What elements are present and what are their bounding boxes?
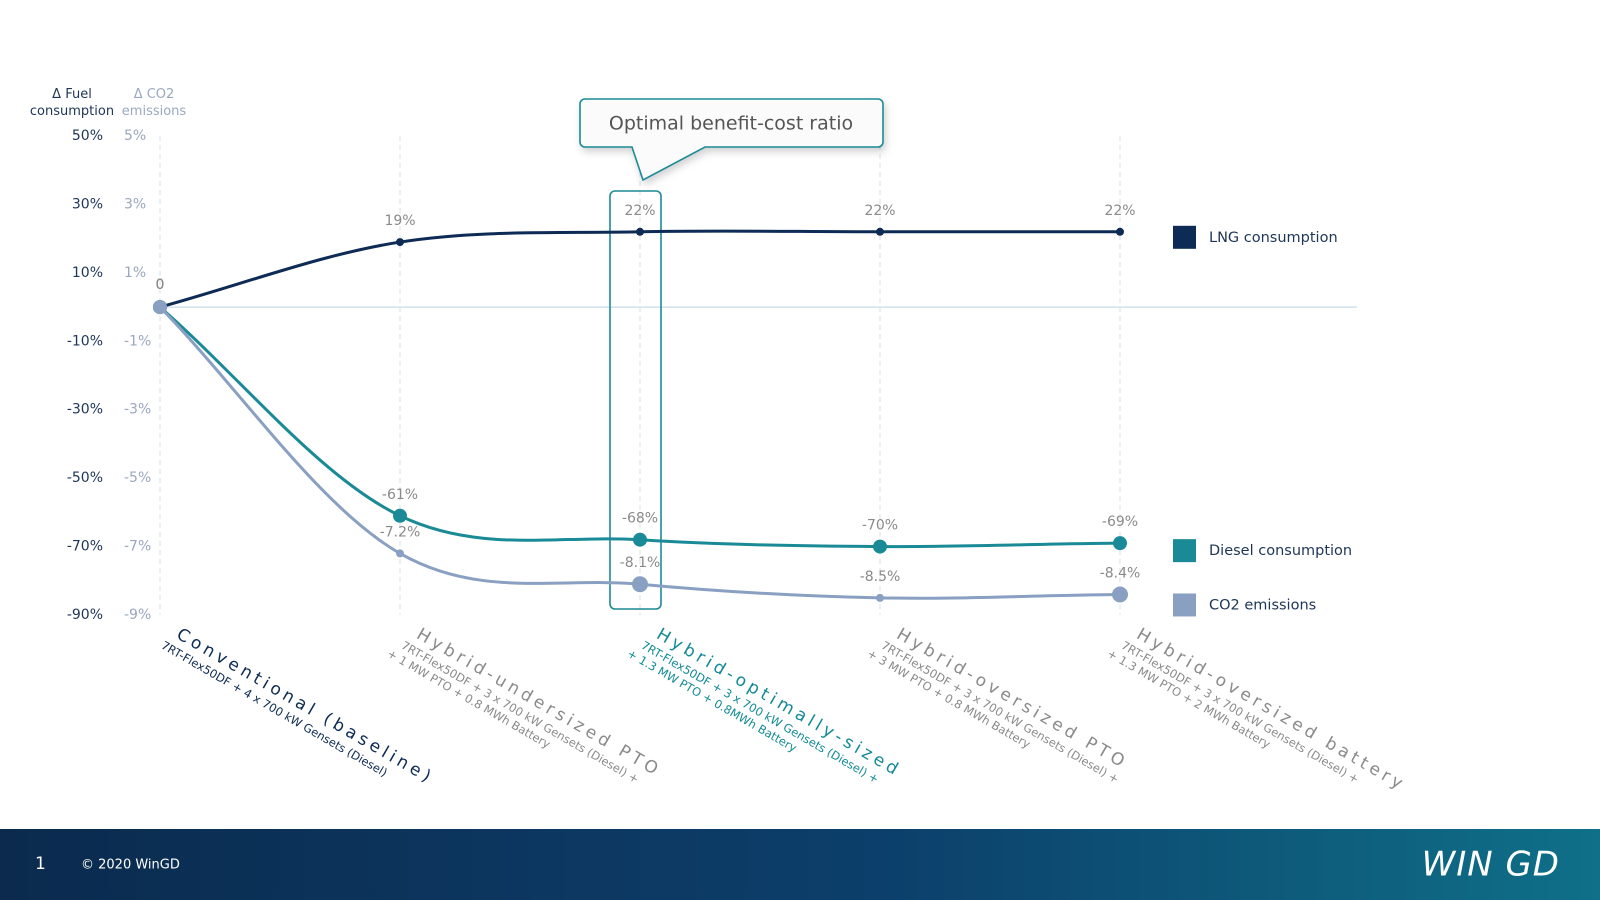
data-point xyxy=(876,227,884,236)
data-point xyxy=(396,238,404,247)
category-name: Hybrid-undersized PTO xyxy=(413,624,665,781)
data-point xyxy=(636,227,644,236)
y2-tick-label: -7% xyxy=(124,539,151,555)
y-tick-label: -10% xyxy=(67,333,103,349)
y-tick-label: -70% xyxy=(67,539,103,555)
data-label: -61% xyxy=(382,487,418,503)
data-point xyxy=(393,508,407,523)
legend-label: LNG consumption xyxy=(1209,230,1338,246)
logo: WIN GD xyxy=(1422,845,1560,885)
data-label: 22% xyxy=(864,203,895,219)
category-detail: 7RT-Flex50DF + 3 x 700 kW Gensets (Diese… xyxy=(399,638,642,786)
legend-swatch xyxy=(1173,225,1196,249)
data-label: -8.5% xyxy=(860,569,901,585)
category-detail: 7RT-Flex50DF + 3 x 700 kW Gensets (Diese… xyxy=(1119,638,1362,786)
data-point xyxy=(1116,227,1124,236)
data-point xyxy=(873,539,887,554)
data-point xyxy=(876,593,884,602)
data-label: 19% xyxy=(384,213,415,229)
data-point xyxy=(633,532,647,547)
category-detail: 7RT-Flex50DF + 3 x 700 kW Gensets (Diese… xyxy=(879,638,1122,786)
data-point xyxy=(1112,586,1128,603)
data-label: -68% xyxy=(622,511,658,527)
y2-tick-label: -5% xyxy=(124,470,151,486)
footer-bar xyxy=(0,829,1600,900)
y-tick-label: -30% xyxy=(67,402,103,418)
category-detail: 7RT-Flex50DF + 4 x 700 kW Gensets (Diese… xyxy=(159,638,390,779)
legend-swatch xyxy=(1173,539,1196,563)
data-label: -70% xyxy=(862,518,898,534)
category-detail: 7RT-Flex50DF + 3 x 700 kW Gensets (Diese… xyxy=(639,638,882,786)
category-name: Hybrid-oversized battery xyxy=(1133,624,1409,795)
y2-axis-title: Δ CO2 emissions xyxy=(121,87,187,119)
y-axis-title: Δ Fuel consumption xyxy=(29,87,115,119)
data-point xyxy=(396,549,404,558)
y2-tick-label: -1% xyxy=(124,333,151,349)
data-label: 0 xyxy=(156,277,165,293)
y-tick-label: 50% xyxy=(72,128,103,144)
data-label: 0 xyxy=(156,277,165,293)
data-label: 22% xyxy=(624,203,655,219)
data-point xyxy=(153,300,167,315)
data-point xyxy=(632,576,648,593)
y-tick-label: 10% xyxy=(72,265,103,281)
callout-text: Optimal benefit-cost ratio xyxy=(609,113,853,135)
data-label: 0 xyxy=(156,277,165,293)
category-name: Hybrid-optimally-sized xyxy=(653,624,905,781)
y2-tick-label: 1% xyxy=(124,265,146,281)
data-label: -8.1% xyxy=(620,555,661,571)
legend-label: Diesel consumption xyxy=(1209,543,1352,559)
y2-tick-label: -3% xyxy=(124,402,151,418)
data-label: -69% xyxy=(1102,514,1138,530)
y2-tick-label: -9% xyxy=(124,607,151,623)
y-tick-label: -90% xyxy=(67,607,103,623)
callout xyxy=(579,98,884,182)
legend-swatch xyxy=(1173,593,1196,617)
y-tick-label: -50% xyxy=(67,470,103,486)
series-line xyxy=(159,229,1120,309)
data-label: -8.4% xyxy=(1100,565,1141,581)
copyright: © 2020 WinGD xyxy=(81,858,180,873)
data-label: 22% xyxy=(1104,203,1135,219)
highlight-box xyxy=(609,190,662,610)
y-tick-label: 30% xyxy=(72,196,103,212)
legend-label: CO2 emissions xyxy=(1209,597,1316,613)
y2-tick-label: 3% xyxy=(124,196,146,212)
page-number: 1 xyxy=(35,854,46,874)
y2-tick-label: 5% xyxy=(124,128,146,144)
data-label: -7.2% xyxy=(380,524,421,540)
category-name: Hybrid-oversized PTO xyxy=(893,624,1131,773)
data-point xyxy=(1113,536,1127,551)
